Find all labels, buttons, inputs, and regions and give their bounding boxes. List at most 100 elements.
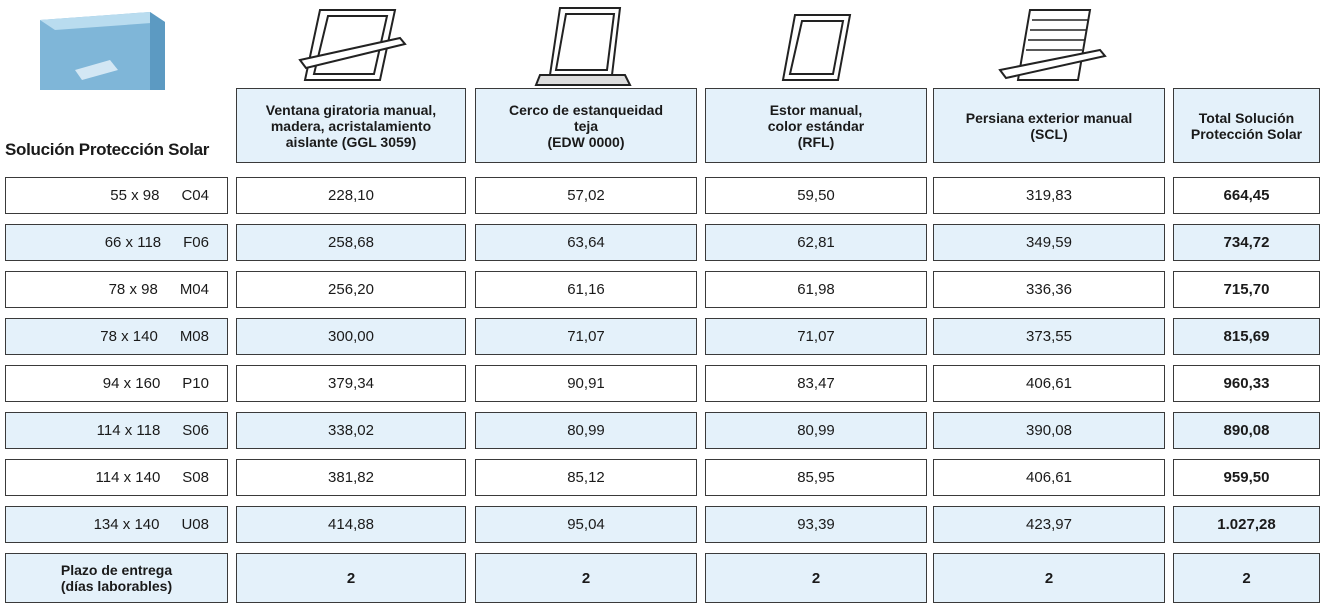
code: M08 — [179, 328, 209, 345]
price: 715,70 — [1223, 281, 1270, 298]
price: 373,55 — [1026, 328, 1072, 345]
size: 55 x 98 — [110, 187, 160, 204]
price: 63,64 — [567, 234, 605, 251]
delivery-cell: 2 — [933, 553, 1165, 603]
size-cell: 78 x 98 M04 — [5, 271, 228, 308]
header-line: Persiana exterior manual — [965, 109, 1133, 126]
price-cell: 379,34 — [236, 365, 466, 402]
price: 256,20 — [328, 281, 374, 298]
price-cell: 390,08 — [933, 412, 1165, 449]
header-line: aislante (GGL 3059) — [285, 133, 417, 150]
price-cell: 959,50 — [1173, 459, 1320, 496]
price-cell: 63,64 — [475, 224, 697, 261]
size-cell: 114 x 140 S08 — [5, 459, 228, 496]
price-cell: 960,33 — [1173, 365, 1320, 402]
price-cell: 319,83 — [933, 177, 1165, 214]
column-header: Cerco de estanqueidad teja (EDW 0000) — [475, 88, 697, 163]
price: 423,97 — [1026, 516, 1072, 533]
header-line: (RFL) — [797, 133, 835, 150]
code: M04 — [179, 281, 209, 298]
price-cell: 381,82 — [236, 459, 466, 496]
price: 80,99 — [567, 422, 605, 439]
price: 390,08 — [1026, 422, 1072, 439]
size: 78 x 98 — [108, 281, 158, 298]
price-cell: 734,72 — [1173, 224, 1320, 261]
price: 664,45 — [1223, 187, 1270, 204]
delivery-days: 2 — [581, 569, 591, 587]
footer-line: Plazo de entrega — [60, 562, 173, 578]
delivery-cell: 2 — [705, 553, 927, 603]
column-header: Total Solución Protección Solar — [1173, 88, 1320, 163]
price-cell: 414,88 — [236, 506, 466, 543]
price-cell: 715,70 — [1173, 271, 1320, 308]
code: F06 — [183, 234, 209, 251]
code: C04 — [181, 187, 209, 204]
price-cell: 406,61 — [933, 459, 1165, 496]
price: 379,34 — [328, 375, 374, 392]
price-cell: 95,04 — [475, 506, 697, 543]
column-header: Ventana giratoria manual, madera, acrista… — [236, 88, 466, 163]
price: 349,59 — [1026, 234, 1072, 251]
code: U08 — [181, 516, 209, 533]
price: 61,98 — [797, 281, 835, 298]
footer-line: (días laborables) — [60, 578, 173, 594]
size-cell: 66 x 118 F06 — [5, 224, 228, 261]
price: 734,72 — [1223, 234, 1270, 251]
price: 95,04 — [567, 516, 605, 533]
footer-label: Plazo de entrega (días laborables) — [5, 553, 228, 603]
delivery-days: 2 — [1044, 569, 1054, 587]
header-line: Protección Solar — [1190, 125, 1303, 142]
price-cell: 93,39 — [705, 506, 927, 543]
size: 134 x 140 — [93, 516, 160, 533]
price: 338,02 — [328, 422, 374, 439]
price-cell: 338,02 — [236, 412, 466, 449]
price-cell: 373,55 — [933, 318, 1165, 355]
price: 1.027,28 — [1217, 516, 1276, 533]
header-line: (EDW 0000) — [547, 133, 625, 150]
price: 258,68 — [328, 234, 374, 251]
product-box — [40, 12, 165, 90]
price: 61,16 — [567, 281, 605, 298]
header-line: teja — [573, 117, 599, 134]
window-icons — [298, 7, 1107, 86]
price-cell: 62,81 — [705, 224, 927, 261]
header-line: Ventana giratoria manual, — [265, 101, 437, 118]
price: 90,91 — [567, 375, 605, 392]
price-cell: 80,99 — [705, 412, 927, 449]
delivery-cell: 2 — [475, 553, 697, 603]
price-cell: 85,95 — [705, 459, 927, 496]
size: 94 x 160 — [102, 375, 161, 392]
code: S08 — [182, 469, 209, 486]
price: 300,00 — [328, 328, 374, 345]
column-header: Estor manual, color estándar (RFL) — [705, 88, 927, 163]
delivery-days: 2 — [1242, 569, 1251, 587]
size: 66 x 118 — [104, 234, 162, 251]
size-cell: 55 x 98 C04 — [5, 177, 228, 214]
price: 93,39 — [797, 516, 835, 533]
price-cell: 336,36 — [933, 271, 1165, 308]
price: 62,81 — [797, 234, 835, 251]
price: 83,47 — [797, 375, 835, 392]
price-cell: 90,91 — [475, 365, 697, 402]
price-cell: 664,45 — [1173, 177, 1320, 214]
price-cell: 406,61 — [933, 365, 1165, 402]
price: 414,88 — [328, 516, 374, 533]
header-line: Cerco de estanqueidad — [508, 101, 664, 118]
price: 319,83 — [1026, 187, 1072, 204]
header-line: Total Solución — [1198, 109, 1295, 126]
price: 960,33 — [1223, 375, 1270, 392]
price: 406,61 — [1026, 375, 1072, 392]
price: 959,50 — [1223, 469, 1270, 486]
price-cell: 71,07 — [475, 318, 697, 355]
price: 85,12 — [567, 469, 605, 486]
price-cell: 256,20 — [236, 271, 466, 308]
header-line: madera, acristalamiento — [270, 117, 432, 134]
delivery-cell: 2 — [236, 553, 466, 603]
header-line: Estor manual, — [769, 101, 863, 118]
table-title: Solución Protección Solar — [5, 140, 210, 159]
price: 57,02 — [567, 187, 605, 204]
delivery-days: 2 — [346, 569, 356, 587]
size: 114 x 140 — [95, 469, 161, 486]
price-cell: 85,12 — [475, 459, 697, 496]
